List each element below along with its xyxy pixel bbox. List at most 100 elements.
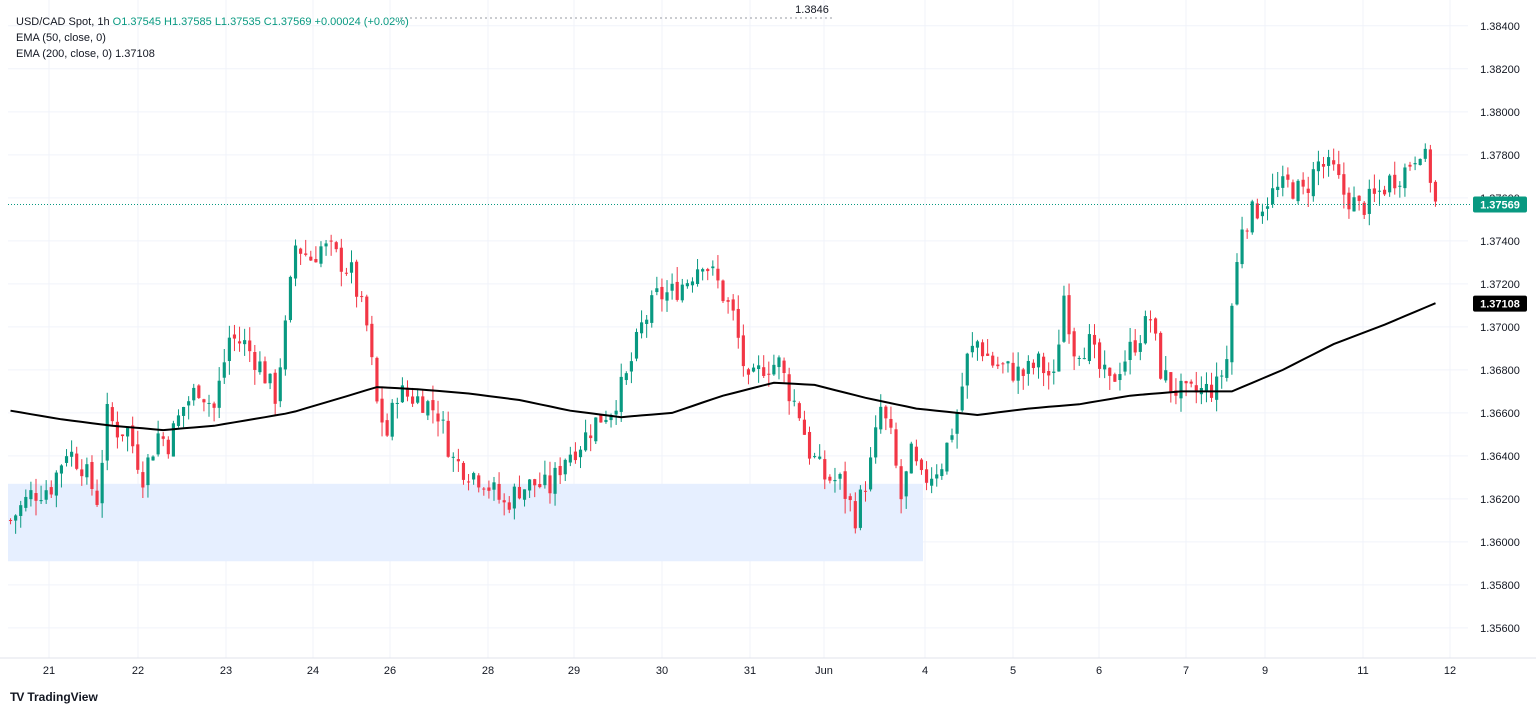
candle-body bbox=[253, 352, 257, 370]
candle-body bbox=[818, 456, 822, 459]
candle-body bbox=[1026, 360, 1030, 374]
candle bbox=[619, 363, 623, 422]
candle-body bbox=[1382, 189, 1387, 195]
candle-body bbox=[1042, 356, 1046, 374]
candle-body bbox=[222, 362, 226, 378]
candle bbox=[131, 416, 135, 454]
candle bbox=[400, 377, 404, 404]
tradingview-logo[interactable]: TV TradingView bbox=[10, 690, 98, 704]
candle-body bbox=[1337, 164, 1341, 176]
candle bbox=[456, 448, 460, 472]
candle-body bbox=[1332, 160, 1336, 165]
candle-body bbox=[436, 413, 440, 422]
candle bbox=[497, 472, 501, 504]
candle bbox=[212, 401, 216, 422]
candle bbox=[1011, 352, 1015, 383]
candle bbox=[894, 422, 898, 469]
candle-body bbox=[701, 269, 705, 272]
candle bbox=[75, 446, 79, 471]
candle-body bbox=[120, 434, 125, 437]
candle bbox=[568, 446, 572, 467]
legend-ema200-row[interactable]: EMA (200, close, 0) 1.37108 bbox=[16, 46, 409, 62]
candle-body bbox=[986, 353, 990, 356]
candle bbox=[965, 352, 969, 399]
time-tick-label: 26 bbox=[384, 665, 396, 677]
candle-body bbox=[1296, 180, 1300, 202]
candle-body bbox=[711, 266, 715, 269]
candle-body bbox=[914, 446, 918, 462]
candle-body bbox=[645, 319, 649, 324]
candle bbox=[1332, 148, 1336, 171]
candle-body bbox=[1184, 381, 1188, 384]
candle-body bbox=[1367, 188, 1371, 214]
time-tick-label: 5 bbox=[1010, 665, 1016, 677]
price-tick-label: 1.38000 bbox=[1480, 107, 1520, 119]
candle-body bbox=[400, 385, 404, 403]
candle-body bbox=[395, 402, 399, 404]
candle bbox=[767, 361, 771, 387]
candle-body bbox=[884, 406, 888, 419]
candle bbox=[446, 411, 450, 458]
time-tick-label: 11 bbox=[1357, 665, 1368, 677]
candle-body bbox=[573, 451, 577, 461]
candle-body bbox=[517, 486, 522, 499]
candle bbox=[1189, 379, 1193, 388]
candle-body bbox=[207, 402, 211, 404]
candle bbox=[1382, 185, 1387, 197]
candle bbox=[706, 267, 710, 281]
candle bbox=[1021, 367, 1025, 390]
candle-body bbox=[1301, 179, 1305, 187]
candle-body bbox=[1077, 357, 1081, 359]
legend-ema50-row[interactable]: EMA (50, close, 0) bbox=[16, 30, 409, 46]
candle-body bbox=[34, 493, 38, 501]
candle-body bbox=[1433, 181, 1438, 202]
legend-interval[interactable]: 1h bbox=[97, 16, 110, 28]
candle bbox=[935, 464, 939, 487]
candle-body bbox=[741, 335, 745, 367]
candle-body bbox=[1281, 176, 1285, 188]
candle bbox=[1077, 355, 1081, 366]
candle-body bbox=[1062, 295, 1066, 342]
candle-body bbox=[950, 435, 954, 440]
price-tick-label: 1.38400 bbox=[1480, 21, 1520, 33]
candle-body bbox=[650, 295, 654, 323]
candle-body bbox=[1306, 188, 1310, 193]
candle bbox=[385, 413, 389, 437]
candle-body bbox=[695, 269, 700, 284]
price-tick-label: 1.35600 bbox=[1480, 623, 1520, 635]
candle-body bbox=[110, 407, 114, 422]
candle bbox=[645, 315, 649, 338]
candle bbox=[802, 410, 807, 435]
candle bbox=[858, 485, 862, 531]
candle bbox=[166, 436, 170, 459]
candle bbox=[869, 447, 873, 492]
candle bbox=[670, 273, 674, 300]
legend-symbol[interactable]: USD/CAD Spot bbox=[16, 16, 92, 28]
candle-body bbox=[339, 247, 343, 272]
candle-body bbox=[80, 469, 84, 477]
candle-body bbox=[477, 475, 481, 488]
candle bbox=[1118, 362, 1122, 391]
candle bbox=[675, 267, 679, 302]
candle-body bbox=[1001, 363, 1005, 365]
candle-body bbox=[131, 425, 135, 447]
candle bbox=[762, 355, 766, 378]
candle-body bbox=[965, 353, 969, 386]
candle bbox=[1327, 149, 1331, 177]
candle-body bbox=[1057, 344, 1061, 372]
candle-body bbox=[441, 419, 445, 421]
candle bbox=[1194, 371, 1198, 404]
candle bbox=[14, 514, 18, 534]
candle bbox=[355, 259, 359, 308]
candle bbox=[1169, 371, 1173, 403]
candle-body bbox=[996, 364, 1000, 367]
candle bbox=[1143, 310, 1147, 345]
candle-body bbox=[141, 472, 145, 488]
candle bbox=[543, 460, 547, 489]
candle bbox=[100, 449, 104, 518]
candle bbox=[787, 367, 791, 415]
candle bbox=[726, 297, 730, 314]
candle-body bbox=[1021, 369, 1025, 376]
